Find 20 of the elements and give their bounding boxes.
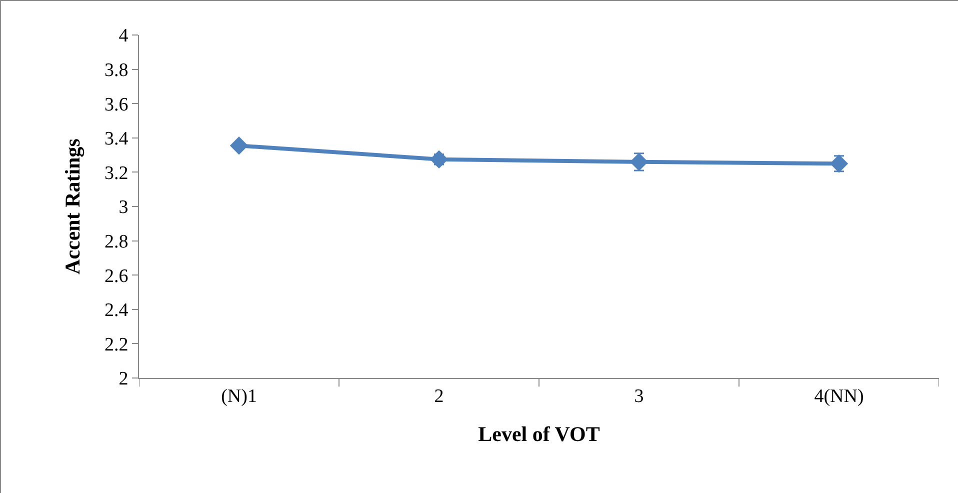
y-tick-label: 2.2 bbox=[104, 334, 128, 356]
x-tick-label: (N)1 bbox=[221, 386, 257, 407]
y-tick-label: 3.2 bbox=[104, 162, 128, 184]
x-tick-label: 2 bbox=[434, 386, 444, 407]
y-tick-label: 2.4 bbox=[104, 300, 129, 322]
y-tick-label: 4 bbox=[118, 26, 129, 47]
y-tick-label: 3 bbox=[118, 197, 128, 218]
point bbox=[430, 150, 448, 168]
y-tick-label: 3.4 bbox=[104, 128, 129, 150]
y-tick-label: 3.8 bbox=[104, 60, 128, 81]
point bbox=[630, 152, 648, 172]
y-axis-title: Accent Ratings bbox=[60, 138, 85, 274]
x-axis-title: Level of VOT bbox=[478, 422, 600, 446]
y-tick-label: 2.6 bbox=[104, 266, 128, 287]
y-tick-label: 3.6 bbox=[104, 94, 128, 116]
x-tick-label: 4(NN) bbox=[814, 386, 864, 407]
x-tick-label: 3 bbox=[634, 386, 644, 407]
y-tick-label: 2 bbox=[118, 368, 128, 390]
y-tick-label: 2.8 bbox=[104, 231, 128, 252]
point bbox=[830, 154, 848, 173]
